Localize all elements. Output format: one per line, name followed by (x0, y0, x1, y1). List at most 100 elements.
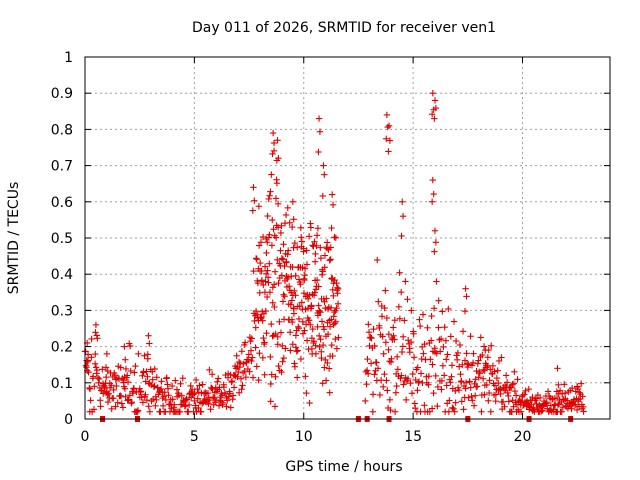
data-point (444, 351, 451, 358)
data-point (472, 392, 479, 399)
data-point (522, 387, 529, 395)
data-point (237, 375, 245, 382)
data-point (428, 198, 436, 205)
data-point (433, 278, 440, 285)
data-point (173, 386, 181, 393)
data-point (555, 381, 562, 389)
data-point (365, 329, 373, 336)
data-points (81, 90, 587, 415)
data-point (246, 368, 253, 375)
data-point (194, 395, 201, 402)
data-point (264, 239, 271, 246)
data-point (295, 323, 302, 331)
data-point (310, 338, 318, 345)
data-point (269, 129, 277, 137)
data-point (305, 317, 313, 324)
data-point (214, 378, 221, 385)
data-point (270, 226, 277, 233)
data-point (325, 365, 333, 372)
data-point (138, 394, 145, 401)
data-point (561, 390, 569, 397)
data-point (93, 366, 101, 374)
data-point (364, 370, 372, 377)
data-point (84, 357, 92, 364)
data-point (314, 312, 322, 319)
data-point (512, 392, 520, 399)
data-point (432, 372, 439, 380)
data-point (263, 249, 270, 257)
data-point (161, 389, 168, 396)
data-point (305, 233, 313, 240)
data-point (333, 304, 340, 312)
data-point (320, 326, 328, 333)
data-point (385, 330, 393, 338)
data-point (485, 397, 492, 404)
data-point (399, 333, 407, 341)
data-point (249, 207, 256, 214)
data-point (463, 350, 470, 357)
data-point (319, 341, 327, 349)
data-point (443, 356, 450, 363)
data-point (259, 354, 267, 362)
data-point (572, 401, 579, 408)
data-point (295, 315, 303, 323)
data-point (292, 332, 300, 339)
data-point (117, 392, 125, 400)
data-point (435, 297, 442, 304)
data-point (280, 354, 287, 362)
data-point (144, 373, 151, 380)
data-point (430, 305, 438, 312)
data-point (415, 378, 423, 385)
data-point (576, 389, 583, 396)
data-point (414, 364, 421, 371)
data-point (470, 402, 478, 409)
data-point (92, 329, 99, 336)
data-point (132, 362, 139, 370)
data-point (391, 408, 399, 415)
data-point (130, 385, 138, 392)
data-point (149, 376, 156, 383)
data-point (473, 367, 480, 375)
data-point (558, 408, 565, 415)
data-point (312, 250, 319, 258)
data-point (322, 304, 329, 312)
data-point (428, 312, 435, 320)
data-point (452, 387, 459, 395)
data-point (126, 342, 134, 350)
data-point (509, 381, 516, 388)
data-point (252, 307, 260, 315)
data-point (420, 350, 427, 357)
data-point (131, 369, 138, 376)
y-tick-label: 0.7 (51, 159, 73, 175)
data-point (284, 247, 292, 254)
data-point (90, 406, 98, 413)
data-point (252, 255, 260, 262)
data-point (285, 283, 293, 290)
data-point (436, 336, 443, 343)
data-point (93, 332, 101, 339)
data-point (277, 229, 285, 237)
data-point (434, 383, 442, 391)
data-point (267, 353, 274, 361)
data-point (431, 97, 439, 104)
data-point (312, 286, 320, 293)
data-point (272, 195, 280, 202)
data-point (146, 408, 154, 415)
data-point (438, 377, 446, 385)
data-point (381, 370, 388, 378)
data-point (160, 393, 168, 400)
data-point (492, 397, 499, 405)
data-point (432, 104, 440, 112)
data-point (113, 382, 120, 390)
data-point (430, 190, 437, 198)
data-point (365, 321, 372, 328)
data-point (123, 372, 131, 379)
data-point (242, 373, 250, 381)
data-point (314, 323, 321, 331)
data-point (206, 366, 213, 374)
data-point (294, 347, 301, 354)
data-point (191, 390, 198, 397)
y-tick-label: 1 (64, 50, 73, 66)
data-point (495, 357, 503, 365)
data-point (315, 302, 322, 309)
